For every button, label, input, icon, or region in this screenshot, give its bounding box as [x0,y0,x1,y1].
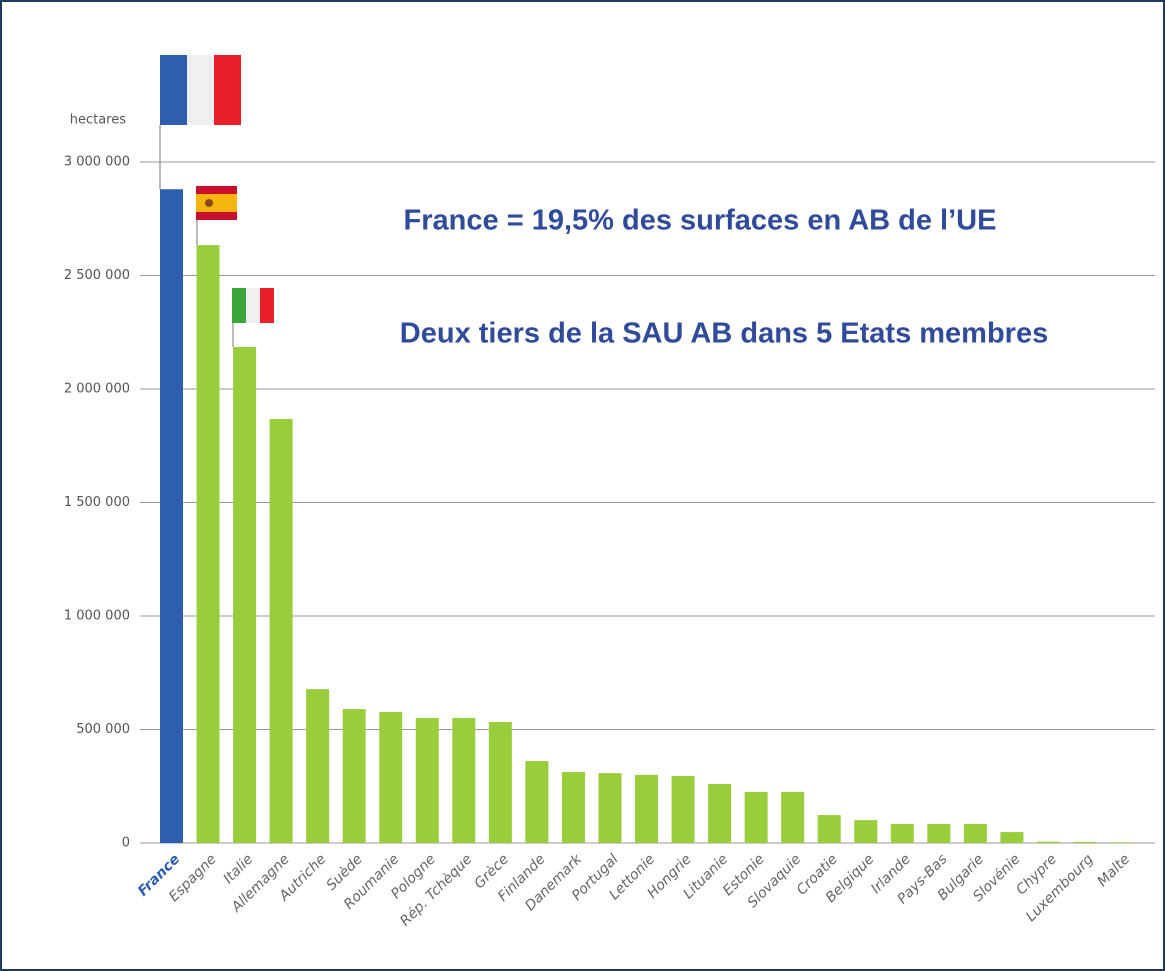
bar [1036,841,1060,843]
bar [817,815,841,843]
bar [890,823,914,843]
bar [671,776,695,843]
bar [342,709,366,843]
bar [781,791,805,843]
y-axis-label: hectares [70,113,127,128]
bar [415,717,439,843]
flag-france [159,55,241,189]
bar [160,189,183,844]
bar [963,823,987,843]
bar [854,820,878,843]
bar [635,774,659,843]
bar [488,722,512,843]
bar [598,773,622,843]
y-tick-label: 0 [122,836,130,851]
bar [233,347,257,843]
bar [1110,842,1134,843]
bar [452,717,476,843]
y-tick-label: 2 500 000 [64,268,130,283]
annotation: Deux tiers de la SAU AB dans 5 Etats mem… [400,318,1048,350]
y-tick-label: 500 000 [76,722,130,737]
y-tick-label: 1 000 000 [64,609,130,624]
bar [927,823,951,843]
bar [196,245,220,843]
y-tick-label: 3 000 000 [64,155,130,170]
y-tick-label: 1 500 000 [64,495,130,510]
bar [379,712,403,843]
bar [744,791,768,843]
annotation: France = 19,5% des surfaces en AB de l’U… [404,205,997,237]
flag-italy [232,288,274,347]
bar [561,771,585,843]
bar [306,689,330,843]
bar [1073,841,1097,843]
bar [525,761,549,843]
bar [708,783,732,843]
bar [269,418,293,843]
bar [1000,832,1024,843]
flag-spain [196,186,237,245]
y-tick-label: 2 000 000 [64,382,130,397]
